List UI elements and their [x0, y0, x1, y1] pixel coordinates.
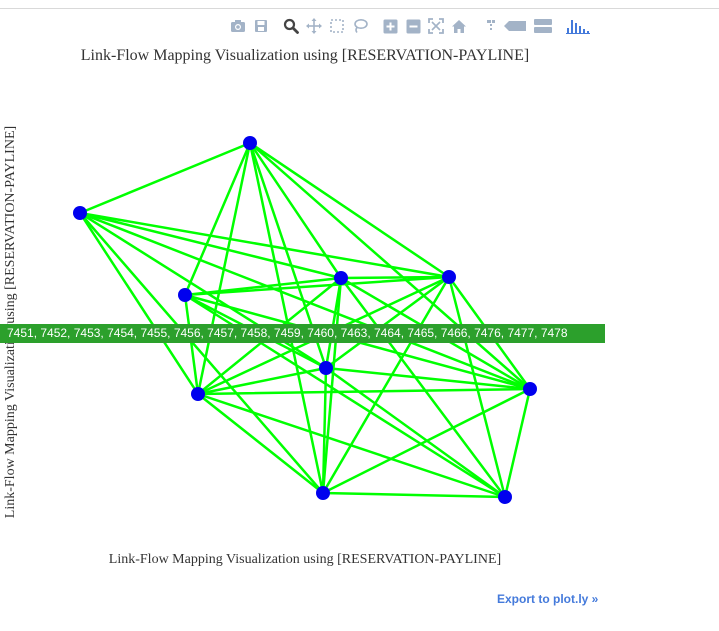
export-to-plotly-link[interactable]: Export to plot.ly » — [497, 592, 599, 606]
spike-lines-icon[interactable] — [479, 16, 499, 36]
plot-title: Link-Flow Mapping Visualization using [R… — [80, 47, 530, 64]
edge — [324, 366, 507, 499]
edges-layer — [78, 141, 532, 499]
edge — [321, 387, 532, 495]
hover-closest-icon[interactable] — [502, 16, 528, 36]
top-divider — [0, 8, 719, 9]
edge — [321, 276, 343, 495]
zoom-out-icon[interactable] — [403, 16, 423, 36]
edge — [78, 141, 252, 215]
edge — [339, 275, 451, 280]
edge — [324, 366, 532, 391]
edge — [196, 366, 328, 396]
edge — [321, 491, 507, 499]
save-icon[interactable] — [251, 16, 271, 36]
edge — [324, 275, 451, 370]
graph-node[interactable] — [316, 486, 330, 500]
zoom-in-icon[interactable] — [380, 16, 400, 36]
edge — [248, 141, 325, 495]
edge — [447, 275, 507, 499]
edge — [503, 387, 532, 499]
autoscale-icon[interactable] — [426, 16, 446, 36]
camera-icon[interactable] — [228, 16, 248, 36]
lasso-select-icon[interactable] — [350, 16, 370, 36]
edge — [78, 211, 200, 396]
graph-node[interactable] — [498, 490, 512, 504]
plotly-logo-icon[interactable] — [565, 16, 591, 36]
edge — [183, 275, 451, 297]
hover-compare-icon[interactable] — [531, 16, 555, 36]
graph-node[interactable] — [73, 206, 87, 220]
edge — [339, 276, 507, 499]
edge — [196, 387, 532, 396]
box-select-icon[interactable] — [327, 16, 347, 36]
modebar — [228, 16, 594, 36]
graph-node[interactable] — [334, 271, 348, 285]
graph-node[interactable] — [523, 382, 537, 396]
edge — [321, 275, 451, 495]
edge — [78, 211, 325, 495]
edge — [78, 211, 343, 280]
nodes-layer — [73, 136, 537, 504]
hover-label: 7451, 7452, 7453, 7454, 7455, 7456, 7457… — [0, 324, 605, 343]
zoom-icon[interactable] — [281, 16, 301, 36]
edge — [196, 392, 507, 499]
graph-node[interactable] — [319, 361, 333, 375]
x-axis-title: Link-Flow Mapping Visualization using [R… — [108, 552, 502, 567]
edge — [196, 392, 325, 495]
edge — [183, 293, 200, 396]
edge — [78, 211, 328, 370]
edge — [321, 366, 328, 495]
graph-node[interactable] — [191, 387, 205, 401]
graph-node[interactable] — [442, 270, 456, 284]
edge — [248, 141, 451, 279]
edge — [183, 141, 252, 297]
reset-axes-icon[interactable] — [449, 16, 469, 36]
edge — [78, 211, 451, 279]
graph-node[interactable] — [178, 288, 192, 302]
pan-icon[interactable] — [304, 16, 324, 36]
edge — [78, 211, 532, 391]
graph-node[interactable] — [243, 136, 257, 150]
